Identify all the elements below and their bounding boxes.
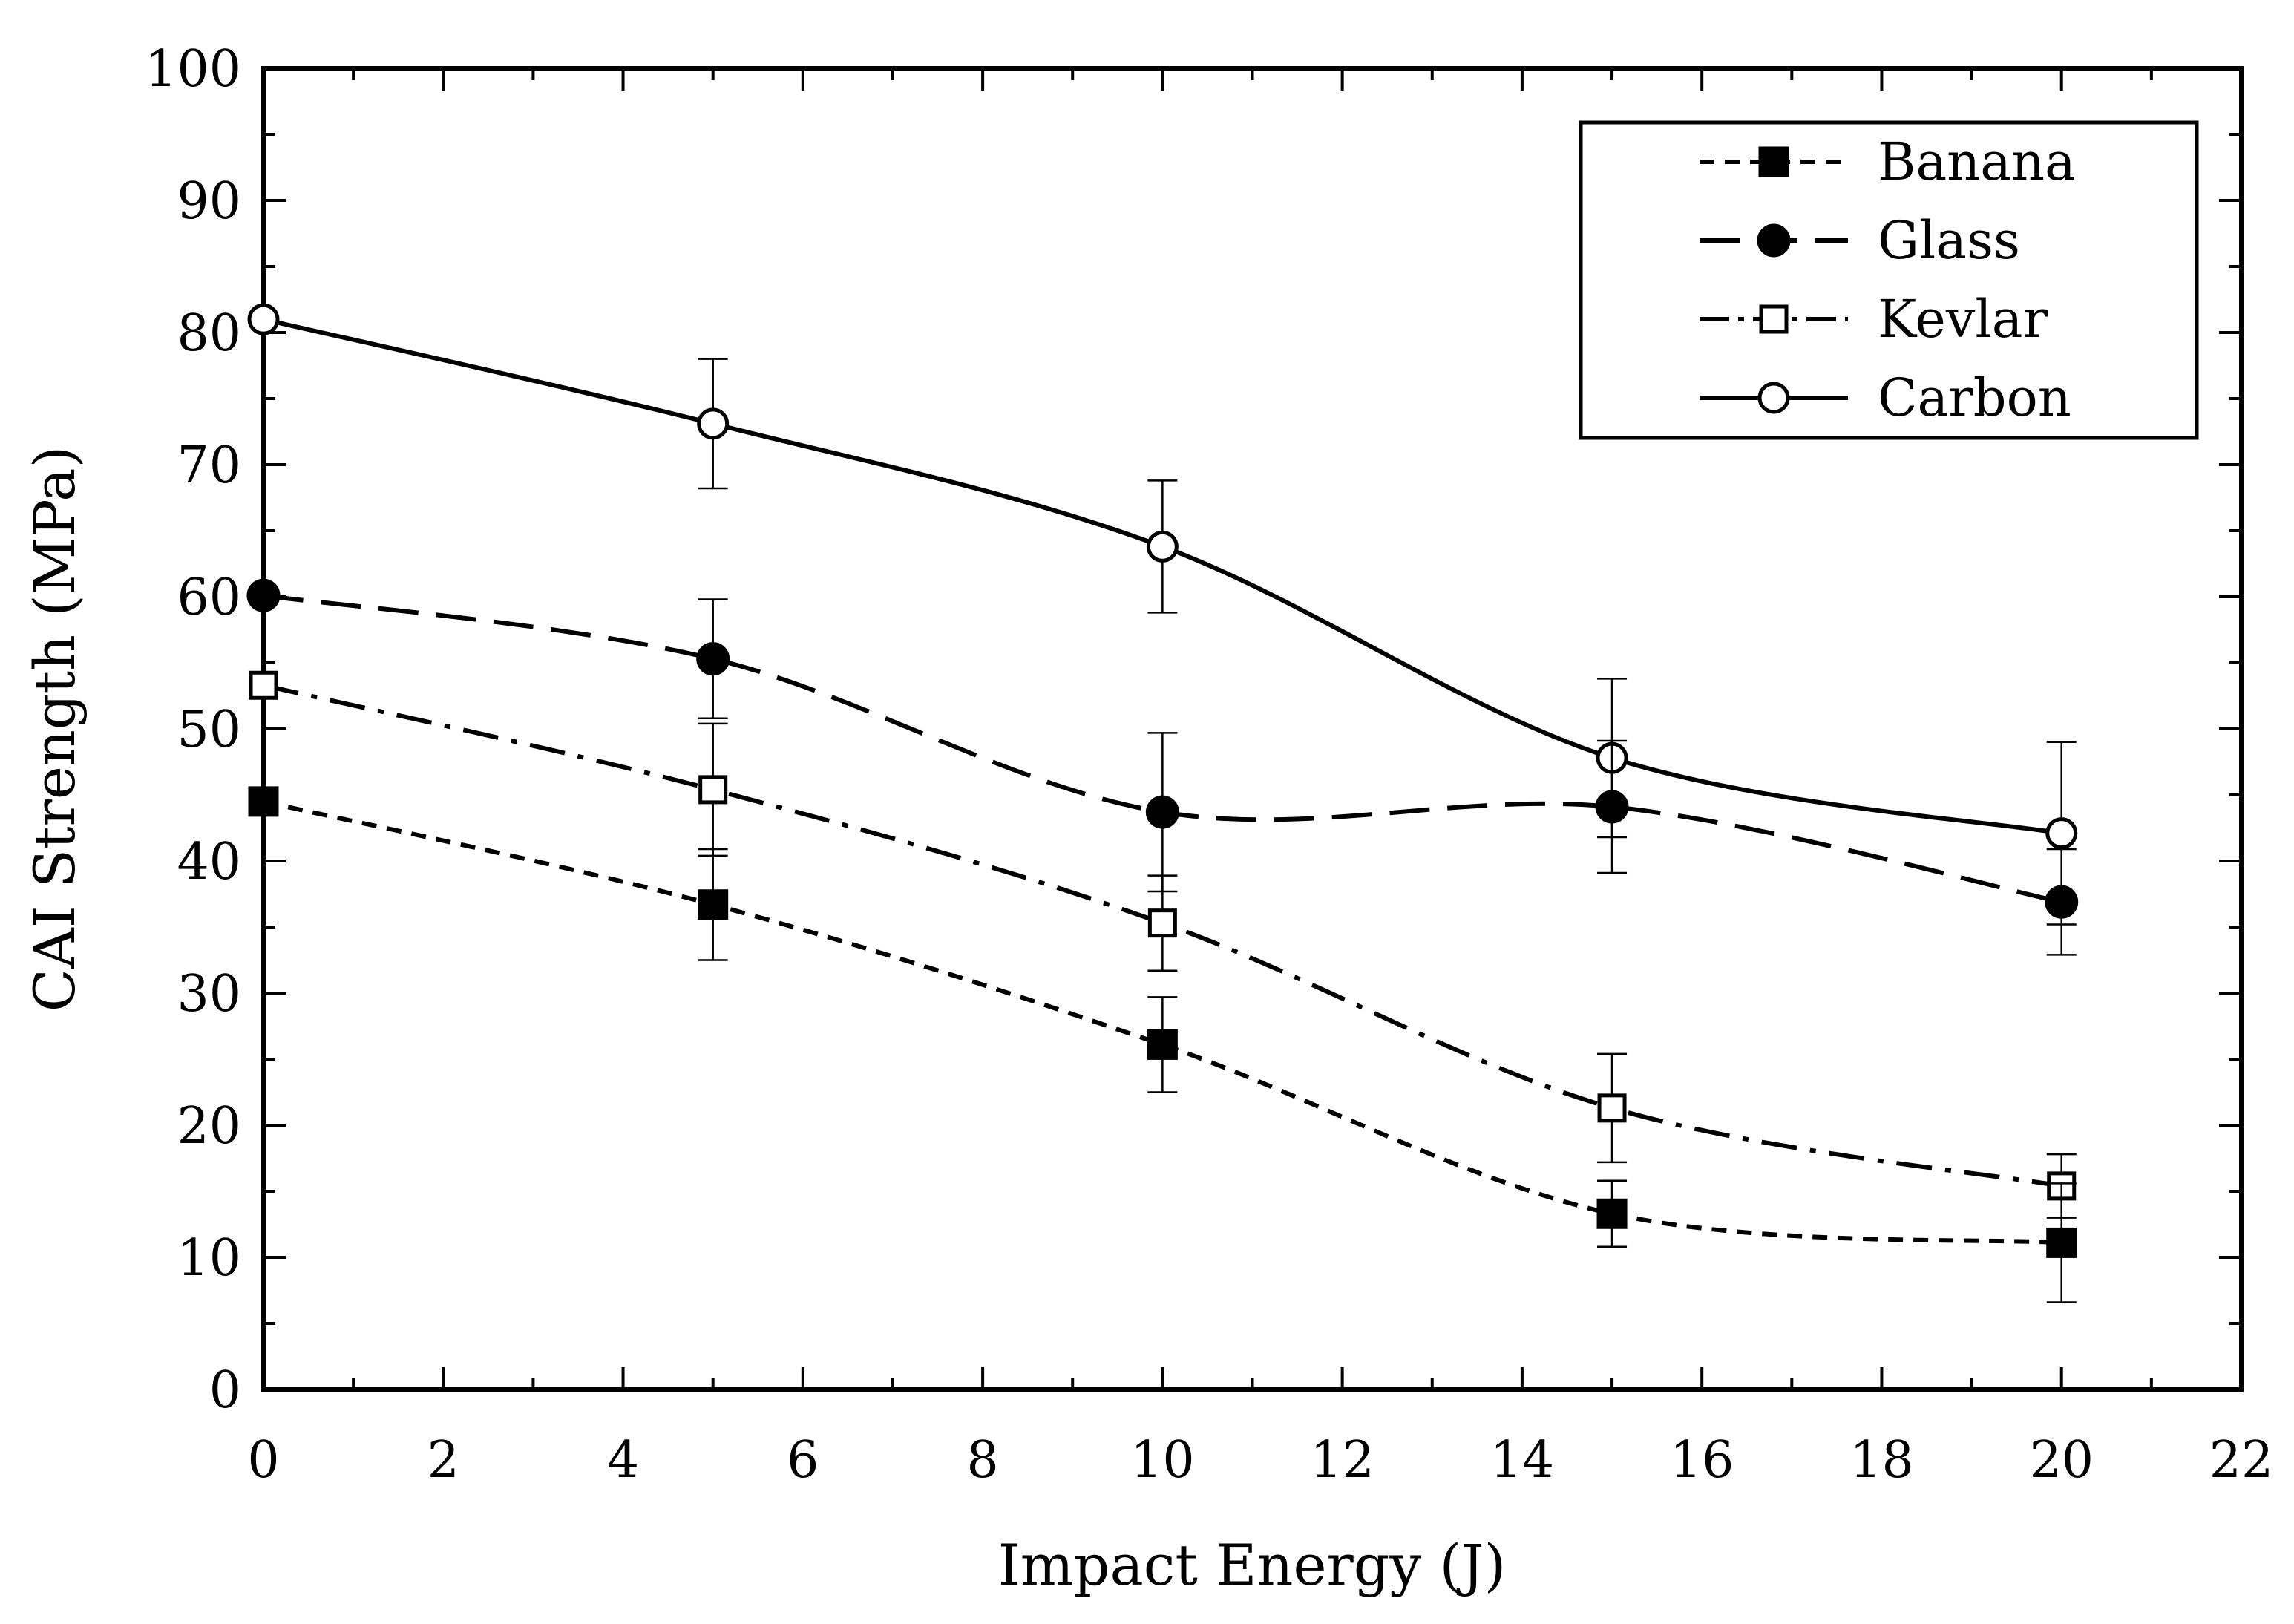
x-tick-label: 10 xyxy=(1130,1431,1195,1490)
data-point-banana xyxy=(1596,1198,1628,1229)
y-tick-label: 0 xyxy=(209,1361,241,1420)
data-point-glass xyxy=(2045,885,2079,919)
y-axis-label: CAI Strength (MPa) xyxy=(22,446,88,1012)
series-kevlar xyxy=(249,670,2077,1219)
data-point-glass xyxy=(1145,795,1179,829)
legend-frame xyxy=(1579,120,2199,440)
data-point-banana xyxy=(248,786,279,817)
tick-labels: 0 2 4 6 8 10 12 14 16 18 20 22 0 10 20 30 40 50 60 70 80 90 10… xyxy=(145,40,2273,1490)
legend-label-kevlar: Kevlar xyxy=(1878,289,2048,350)
y-tick-label: 30 xyxy=(177,965,241,1024)
data-point-glass xyxy=(246,578,281,612)
data-point-banana xyxy=(698,889,729,920)
legend-label-glass: Glass xyxy=(1878,210,2020,271)
x-tick-label: 22 xyxy=(2209,1431,2274,1490)
legend-marker-kevlar xyxy=(1759,304,1789,334)
y-tick-label: 100 xyxy=(145,40,241,99)
series-banana xyxy=(248,786,2077,1303)
y-tick-label: 60 xyxy=(177,569,241,627)
data-point-carbon xyxy=(1146,530,1179,563)
x-axis-label: Impact Energy (J) xyxy=(998,1532,1507,1598)
y-tick-label: 80 xyxy=(177,304,241,363)
x-tick-label: 18 xyxy=(1849,1431,1914,1490)
legend: Banana Glass Kevlar Carbon xyxy=(1579,120,2199,440)
x-tick-label: 0 xyxy=(247,1431,279,1490)
legend-label-carbon: Carbon xyxy=(1878,367,2071,428)
data-point-kevlar xyxy=(1597,1093,1627,1123)
series-glass xyxy=(246,578,2079,956)
series-carbon xyxy=(247,303,2078,926)
data-point-kevlar xyxy=(698,775,728,805)
x-tick-label: 8 xyxy=(966,1431,998,1490)
data-point-carbon xyxy=(2045,817,2078,850)
x-tick-label: 4 xyxy=(607,1431,639,1490)
data-point-kevlar xyxy=(249,670,278,700)
series-line-kevlar xyxy=(263,683,2062,1188)
x-tick-label: 12 xyxy=(1310,1431,1374,1490)
series-line-banana xyxy=(263,799,2062,1245)
data-point-glass xyxy=(1595,790,1629,824)
y-tick-label: 70 xyxy=(177,436,241,495)
y-tick-label: 50 xyxy=(177,701,241,759)
x-tick-label: 2 xyxy=(427,1431,459,1490)
legend-marker-carbon xyxy=(1757,382,1790,414)
legend-label-banana: Banana xyxy=(1878,131,2076,192)
y-tick-label: 10 xyxy=(177,1229,241,1288)
y-tick-label: 40 xyxy=(177,833,241,891)
y-tick-label: 90 xyxy=(177,172,241,231)
data-point-carbon xyxy=(247,303,280,335)
data-point-kevlar xyxy=(1147,908,1177,938)
legend-marker-glass xyxy=(1757,223,1791,258)
series-layer xyxy=(246,303,2079,1303)
x-tick-label: 14 xyxy=(1490,1431,1555,1490)
data-point-carbon xyxy=(697,407,730,440)
x-tick-label: 20 xyxy=(2029,1431,2094,1490)
legend-marker-banana xyxy=(1758,146,1789,177)
y-tick-label: 20 xyxy=(177,1097,241,1156)
data-point-glass xyxy=(696,642,730,676)
x-tick-label: 16 xyxy=(1670,1431,1734,1490)
data-point-banana xyxy=(1147,1029,1178,1060)
x-tick-label: 6 xyxy=(787,1431,819,1490)
data-point-banana xyxy=(2046,1227,2077,1258)
